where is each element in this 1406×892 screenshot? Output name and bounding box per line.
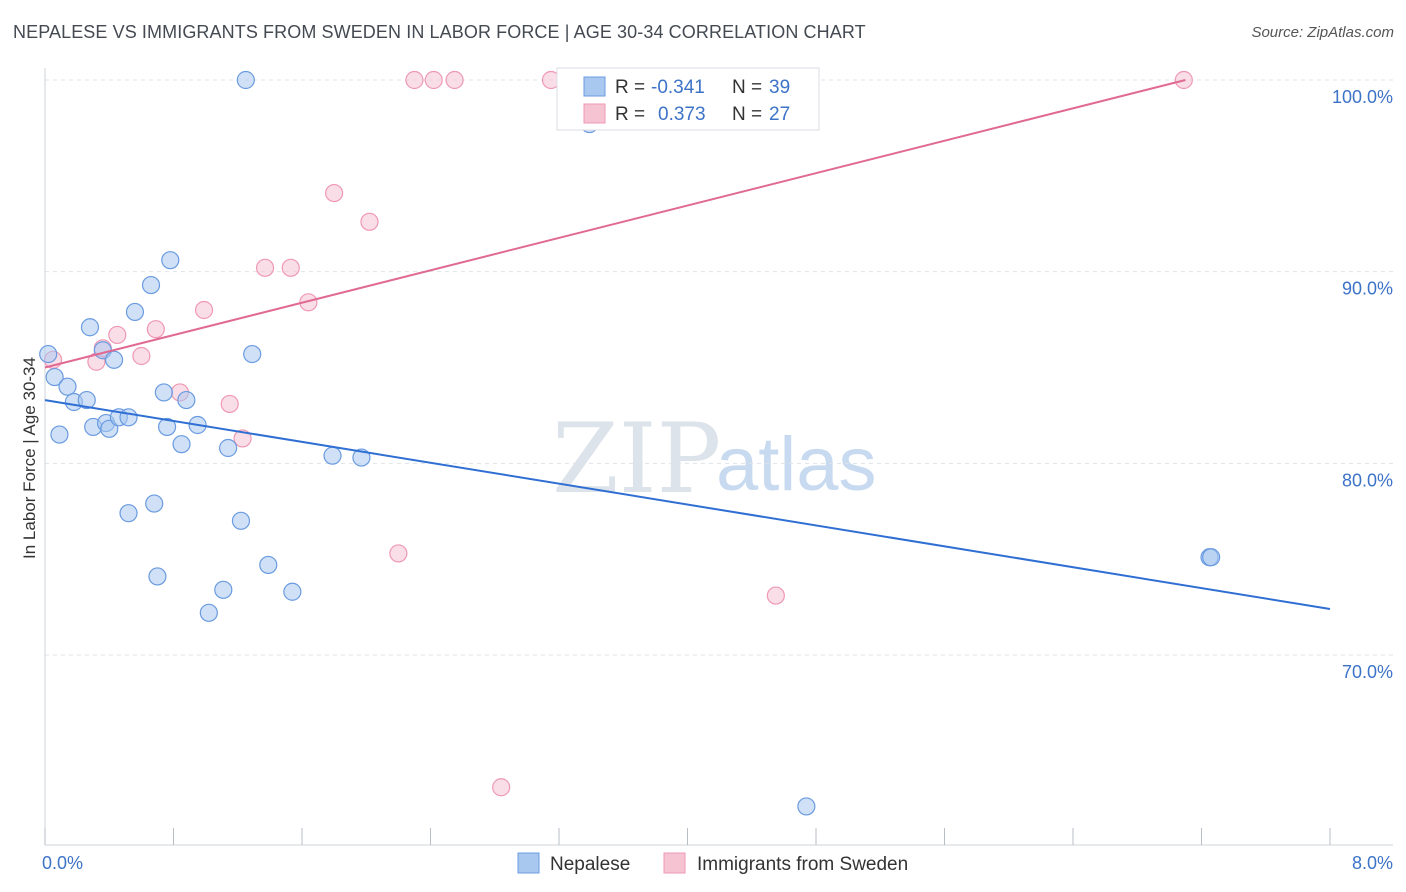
nepalese-point <box>45 367 64 387</box>
nepalese-point <box>172 435 191 454</box>
nepalese-point <box>104 350 124 369</box>
sweden-point <box>389 544 408 563</box>
legend-swatch-sweden <box>663 852 686 874</box>
nepalese-point <box>157 417 177 437</box>
y-tick-label-90: 90.0% <box>1342 279 1393 299</box>
nepalese-point <box>141 275 161 295</box>
nepalese-point <box>219 438 238 458</box>
nepalese-point <box>154 383 173 402</box>
nepalese-point <box>39 344 58 364</box>
legend-label-sweden: Immigrants from Sweden <box>697 854 908 875</box>
nepalese-point <box>243 344 262 364</box>
nepalese-point <box>161 251 180 270</box>
stats-r-label-1: R = <box>615 77 645 98</box>
nepalese-point <box>199 603 218 622</box>
nepalese-point <box>797 797 816 816</box>
sweden-point <box>405 70 424 90</box>
x-tick-label-min: 0.0% <box>42 853 83 873</box>
nepalese-point <box>259 555 278 575</box>
nepalese-trend-line <box>44 399 1331 610</box>
nepalese-point <box>125 302 145 322</box>
sweden-point <box>132 346 151 366</box>
stats-swatch-nepalese <box>583 76 606 97</box>
sweden-point <box>325 183 344 203</box>
nepalese-point <box>352 448 371 467</box>
sweden-point <box>255 258 275 277</box>
nepalese-point <box>50 425 69 444</box>
nepalese-point <box>1202 548 1221 567</box>
sweden-point <box>281 258 300 277</box>
stats-n-value-2: 27 <box>769 104 790 125</box>
sweden-point <box>194 300 214 320</box>
source-label: Source: ZipAtlas.com <box>1251 24 1394 41</box>
sweden-point <box>445 70 464 90</box>
stats-n-value-1: 39 <box>769 77 790 98</box>
stats-n-label-2: N = <box>732 104 762 125</box>
nepalese-point <box>283 582 302 601</box>
sweden-point <box>766 586 785 605</box>
nepalese-point <box>177 390 196 410</box>
stats-r-value-2: 0.373 <box>658 104 706 125</box>
nepalese-point <box>145 494 164 513</box>
trend-lines <box>44 79 1331 610</box>
sweden-point <box>492 778 511 797</box>
stats-n-label-1: N = <box>732 77 762 98</box>
sweden-point <box>424 70 443 90</box>
stats-r-value-1: -0.341 <box>651 77 705 98</box>
nepalese-point <box>214 580 233 599</box>
sweden-point <box>233 429 252 448</box>
nepalese-point <box>119 408 138 427</box>
legend-label-nepalese: Nepalese <box>550 854 630 875</box>
sweden-trend-line <box>44 79 1186 369</box>
nepalese-point <box>119 504 138 523</box>
y-tick-labels: 70.0% 80.0% 90.0% 100.0% <box>1332 87 1393 682</box>
nepalese-point <box>80 318 100 337</box>
sweden-point <box>146 320 165 339</box>
nepalese-point <box>77 390 96 410</box>
nepalese-point <box>58 377 77 396</box>
stats-swatch-sweden <box>583 103 606 124</box>
nepalese-point <box>231 511 251 530</box>
y-tick-label-80: 80.0% <box>1342 470 1393 490</box>
nepalese-point <box>148 567 167 586</box>
legend-swatch-nepalese <box>517 852 540 874</box>
bottom-legend: Nepalese Immigrants from Sweden <box>517 852 908 875</box>
watermark-zip: ZIP <box>552 403 721 515</box>
chart-title: NEPALESE VS IMMIGRANTS FROM SWEDEN IN LA… <box>13 22 866 42</box>
watermark-atlas: atlas <box>716 422 877 507</box>
grid-lines <box>45 79 1393 656</box>
y-axis-label: In Labor Force | Age 30-34 <box>20 357 39 559</box>
stats-r-label-2: R = <box>615 104 645 125</box>
sweden-point <box>360 212 379 231</box>
y-tick-label-100: 100.0% <box>1332 87 1393 107</box>
sweden-point <box>220 394 239 414</box>
y-tick-label-70: 70.0% <box>1342 662 1393 682</box>
sweden-point <box>108 325 127 345</box>
x-tick-label-max: 8.0% <box>1352 853 1393 873</box>
axes <box>44 68 1393 846</box>
nepalese-point <box>323 446 342 465</box>
nepalese-point <box>236 70 255 90</box>
stats-legend: R = -0.341 N = 39 R = 0.373 N = 27 <box>556 67 820 131</box>
